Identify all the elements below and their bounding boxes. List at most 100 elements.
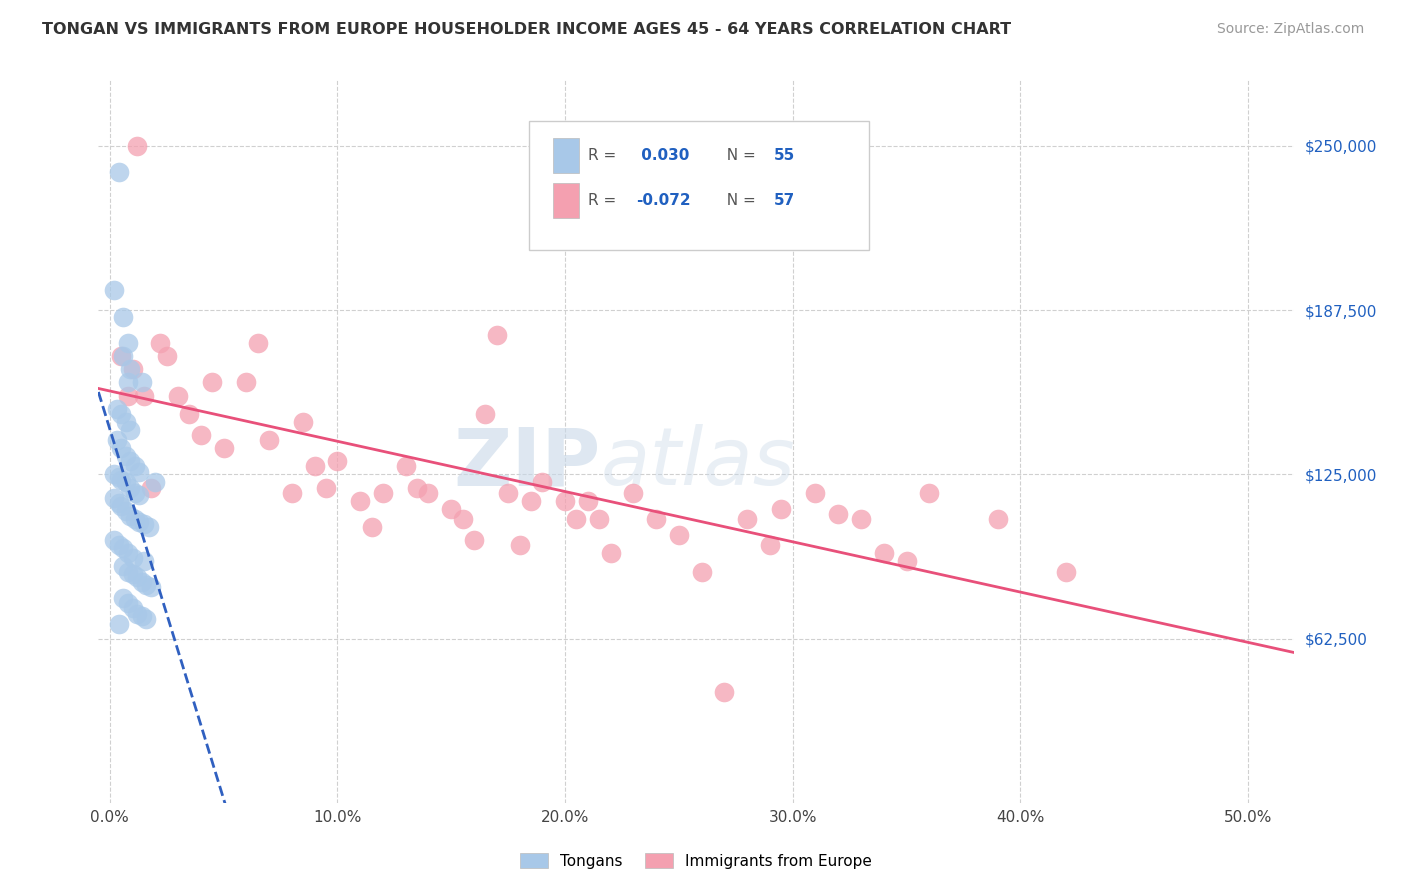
Point (360, 520, 382, 534)
Bar (553, 183, 579, 218)
Point (485, 328, 508, 343)
Point (179, 407, 201, 421)
Point (451, 512, 474, 526)
Point (131, 575, 153, 590)
Point (149, 336, 172, 351)
Point (112, 310, 135, 324)
Point (531, 475, 554, 490)
Point (117, 388, 139, 402)
Point (127, 139, 149, 153)
Text: N =: N = (717, 193, 761, 208)
Point (112, 591, 135, 605)
Text: -0.072: -0.072 (637, 193, 690, 208)
Point (127, 607, 149, 621)
Point (121, 601, 143, 615)
Point (235, 376, 257, 390)
Point (110, 349, 132, 363)
Point (108, 496, 131, 510)
Point (440, 501, 463, 516)
Point (114, 415, 136, 429)
Point (108, 165, 131, 179)
Point (121, 362, 143, 376)
Point (873, 546, 896, 560)
Text: R =: R = (589, 193, 621, 208)
Point (103, 491, 125, 505)
Point (474, 407, 496, 421)
Point (131, 376, 153, 390)
Point (156, 349, 179, 363)
Point (128, 488, 150, 502)
Text: 0.030: 0.030 (637, 148, 689, 163)
Legend: Tongans, Immigrants from Europe: Tongans, Immigrants from Europe (515, 847, 877, 875)
Point (281, 485, 304, 500)
Point (117, 376, 139, 390)
Point (132, 388, 155, 402)
Text: ZIP: ZIP (453, 425, 600, 502)
Point (349, 493, 371, 508)
Point (143, 475, 166, 490)
Point (117, 336, 139, 351)
Point (124, 512, 146, 526)
Point (114, 475, 136, 490)
Point (110, 407, 132, 421)
Point (112, 541, 135, 555)
Point (315, 481, 337, 495)
Point (110, 499, 132, 513)
Point (599, 546, 621, 560)
Point (114, 449, 136, 463)
Point (371, 485, 394, 500)
Point (120, 362, 142, 376)
Point (135, 612, 157, 626)
Text: atlas: atlas (600, 425, 796, 502)
Point (565, 512, 588, 526)
Point (103, 467, 125, 482)
Point (110, 441, 132, 455)
Point (668, 528, 690, 542)
Point (117, 546, 139, 560)
Point (127, 570, 149, 584)
Point (827, 507, 849, 521)
Point (190, 428, 212, 442)
Point (395, 459, 418, 474)
Point (135, 578, 157, 592)
Text: 57: 57 (773, 193, 794, 208)
Point (463, 533, 485, 547)
Point (770, 501, 793, 516)
Point (121, 551, 143, 566)
Point (139, 481, 162, 495)
Point (138, 520, 160, 534)
Point (201, 376, 224, 390)
Point (128, 515, 150, 529)
Text: 55: 55 (773, 148, 794, 163)
Text: TONGAN VS IMMIGRANTS FROM EUROPE HOUSEHOLDER INCOME AGES 45 - 64 YEARS CORRELATI: TONGAN VS IMMIGRANTS FROM EUROPE HOUSEHO… (42, 22, 1011, 37)
Point (326, 454, 349, 468)
Point (759, 538, 782, 552)
Point (108, 617, 131, 632)
Point (167, 388, 190, 402)
Point (918, 485, 941, 500)
Point (132, 554, 155, 568)
Point (108, 538, 131, 552)
Point (114, 504, 136, 518)
Point (121, 567, 143, 582)
Point (124, 459, 146, 474)
Text: N =: N = (717, 148, 761, 163)
Point (576, 493, 599, 508)
Point (105, 401, 128, 416)
Point (117, 596, 139, 610)
Point (103, 533, 125, 547)
Bar (553, 138, 579, 173)
Point (987, 512, 1010, 526)
Text: Source: ZipAtlas.com: Source: ZipAtlas.com (1216, 22, 1364, 37)
Point (509, 538, 531, 552)
Point (212, 441, 235, 455)
Point (128, 465, 150, 479)
Point (257, 434, 280, 448)
Point (645, 512, 668, 526)
Point (120, 481, 142, 495)
Point (713, 685, 735, 699)
Point (139, 580, 162, 594)
Point (131, 609, 153, 624)
Point (120, 454, 142, 468)
Point (690, 565, 713, 579)
